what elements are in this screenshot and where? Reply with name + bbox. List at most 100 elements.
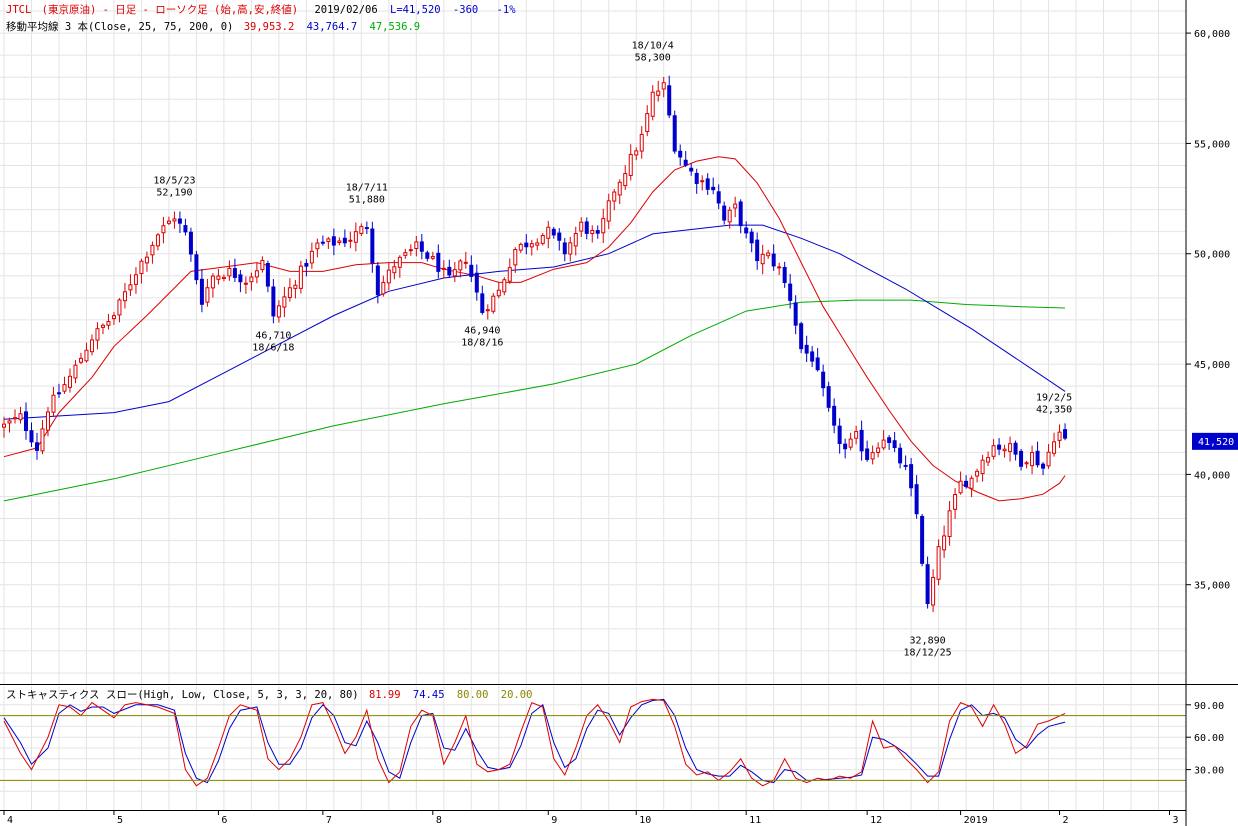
candle-body <box>612 191 617 202</box>
candle-body <box>243 282 248 285</box>
time-tick-label: 6 <box>221 815 227 826</box>
candle-body <box>980 459 985 475</box>
candle-body <box>496 289 501 297</box>
candle-body <box>29 430 34 443</box>
candlestick <box>447 259 452 278</box>
candlestick <box>485 304 490 320</box>
stoch-label: ストキャスティクス スロー(High, Low, Close, 5, 3, 3,… <box>6 689 359 701</box>
candlestick <box>810 346 815 368</box>
candlestick <box>909 458 914 497</box>
moving-average-lines <box>3 156 1066 502</box>
candlestick <box>1019 448 1024 471</box>
candlestick <box>7 417 12 433</box>
candlestick <box>194 250 199 285</box>
time-tick-label: 4 <box>7 815 13 826</box>
candlestick <box>232 258 237 282</box>
candlestick <box>832 398 837 434</box>
candlestick <box>122 282 127 309</box>
candlestick <box>1008 436 1013 462</box>
candle-body <box>656 90 661 96</box>
candle-body <box>425 252 430 259</box>
price-tick-label: 60,000 <box>1194 29 1230 40</box>
last-price-tag-label: 41,520 <box>1198 437 1234 448</box>
candle-body <box>100 324 105 328</box>
candlestick <box>177 211 182 234</box>
candlestick <box>381 275 386 297</box>
candle-body <box>430 255 435 259</box>
candlestick <box>755 232 760 270</box>
candle-body <box>56 392 61 395</box>
candle-body <box>7 420 12 424</box>
candle-body <box>843 443 848 450</box>
candlestick <box>67 368 72 393</box>
candle-body <box>491 295 496 312</box>
annotation-label: 18/7/11 <box>346 182 388 193</box>
candlestick <box>106 313 111 330</box>
candlestick <box>150 241 155 264</box>
candlestick <box>513 247 518 273</box>
candle-body <box>788 283 793 301</box>
candle-body <box>672 115 677 152</box>
candle-body <box>161 225 166 234</box>
candle-body <box>73 364 78 379</box>
candle-body <box>601 218 606 234</box>
candlestick <box>89 334 94 356</box>
candlestick <box>837 418 842 454</box>
candlestick <box>826 381 831 412</box>
candlestick <box>672 110 677 154</box>
candlestick <box>309 242 314 269</box>
candlestick <box>716 184 721 210</box>
candlestick <box>694 168 699 194</box>
candlestick <box>925 556 930 609</box>
candle-body <box>194 254 199 281</box>
candlestick <box>353 222 358 252</box>
candle-body <box>595 230 600 234</box>
candle-body <box>1030 452 1035 467</box>
candle-body <box>810 351 815 362</box>
candlestick <box>898 443 903 469</box>
time-tick-label: 11 <box>749 815 761 826</box>
candle-body <box>342 237 347 244</box>
candlestick <box>1002 444 1007 458</box>
candle-body <box>771 253 776 267</box>
candle-body <box>403 252 408 256</box>
candle-body <box>45 411 50 431</box>
candlestick <box>491 293 496 314</box>
candle-body <box>1041 463 1046 469</box>
candlestick <box>733 196 738 218</box>
candle-body <box>562 242 567 255</box>
stoch-k-line <box>3 698 1066 787</box>
candle-body <box>870 452 875 460</box>
candlestick <box>249 272 254 291</box>
candle-body <box>738 201 743 227</box>
stoch-lower-value: 20.00 <box>501 689 533 701</box>
candlestick <box>584 217 589 240</box>
candle-body <box>463 261 468 264</box>
candle-body <box>95 328 100 341</box>
candlestick <box>1063 423 1068 441</box>
candlestick <box>84 342 89 363</box>
candle-body <box>326 238 331 242</box>
candlestick <box>2 416 6 438</box>
candle-body <box>727 209 732 223</box>
candlestick <box>100 323 105 335</box>
candle-body <box>942 535 947 551</box>
candle-body <box>106 321 111 326</box>
candle-body <box>287 287 292 299</box>
candlestick <box>689 163 694 176</box>
candle-body <box>298 265 303 289</box>
candlesticks <box>2 75 1068 613</box>
candle-body <box>183 225 188 233</box>
candle-body <box>348 239 353 242</box>
candle-body <box>51 394 56 413</box>
candle-body <box>804 344 809 354</box>
candlestick <box>639 126 644 159</box>
price-tick-label: 55,000 <box>1194 139 1230 150</box>
candle-body <box>931 576 936 606</box>
candle-body <box>711 186 716 191</box>
candlestick <box>700 175 705 191</box>
candlestick <box>645 105 650 137</box>
candle-body <box>282 296 287 308</box>
candlestick <box>117 298 122 323</box>
candlestick <box>606 193 611 230</box>
